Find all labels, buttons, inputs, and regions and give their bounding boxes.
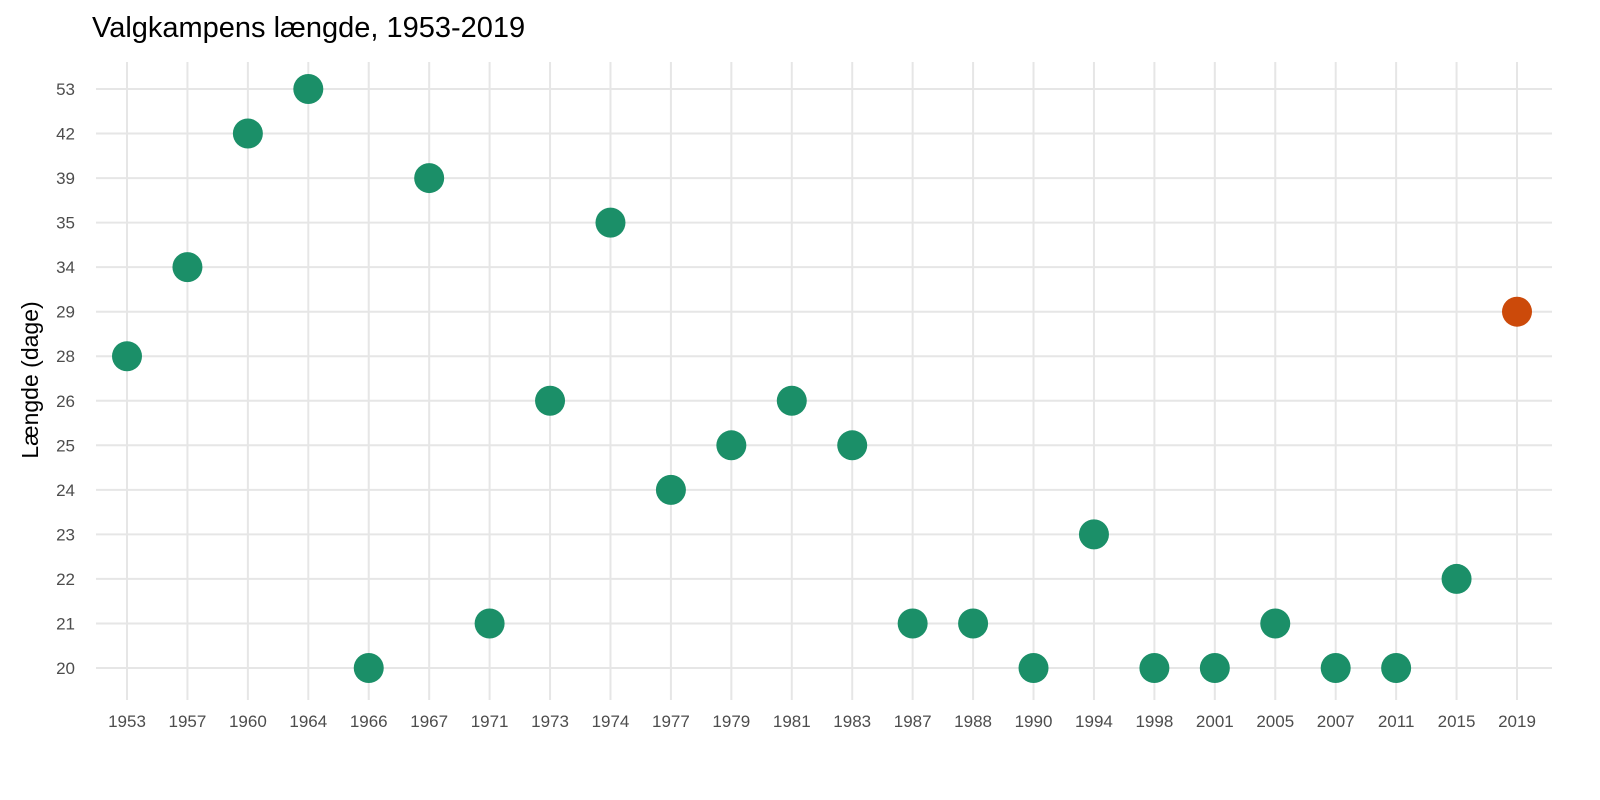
x-tick-label: 1998 — [1135, 712, 1173, 731]
y-axis-label: Længde (dage) — [17, 301, 43, 458]
data-point — [1320, 653, 1351, 683]
data-point — [1381, 653, 1412, 683]
x-tick-label: 1953 — [108, 712, 146, 731]
data-point — [1078, 519, 1109, 550]
data-point — [897, 608, 928, 639]
y-tick-label: 22 — [56, 570, 75, 589]
y-tick-label: 21 — [56, 614, 75, 633]
data-point — [1260, 608, 1291, 639]
data-point — [716, 430, 747, 461]
y-tick-label: 26 — [56, 392, 75, 411]
y-tick-label: 53 — [56, 80, 75, 99]
y-tick-label: 25 — [56, 436, 75, 455]
x-axis-ticks: 1953 1957 1960 1964 1966 1967 1971 1973 1974 1977… — [108, 712, 1536, 731]
x-tick-label: 2011 — [1378, 712, 1415, 731]
data-point — [776, 385, 807, 416]
data-point — [112, 341, 142, 372]
x-tick-label: 1981 — [773, 712, 811, 731]
x-tick-label: 2001 — [1196, 712, 1234, 731]
x-tick-label: 1973 — [531, 712, 569, 731]
data-points — [112, 74, 1532, 683]
x-tick-label: 1988 — [954, 712, 992, 731]
x-tick-label: 2015 — [1438, 712, 1476, 731]
data-point — [1502, 296, 1532, 327]
y-tick-label: 34 — [56, 258, 75, 277]
data-point — [293, 74, 324, 104]
data-point — [655, 474, 686, 505]
x-tick-label: 1994 — [1075, 712, 1113, 731]
data-point — [595, 207, 626, 238]
x-tick-label: 1990 — [1015, 712, 1053, 731]
y-axis-ticks: 20 21 22 23 24 25 26 28 29 34 35 39 42 53 — [56, 80, 75, 678]
x-tick-label: 1974 — [592, 712, 630, 731]
x-tick-label: 1977 — [652, 712, 690, 731]
data-point — [958, 608, 989, 639]
data-point — [232, 118, 263, 149]
chart-title: Valgkampens længde, 1953-2019 — [92, 12, 526, 44]
y-tick-label: 42 — [56, 125, 75, 144]
data-point — [837, 430, 868, 461]
x-tick-label: 1957 — [169, 712, 207, 731]
data-point — [474, 608, 505, 639]
x-tick-label: 1971 — [471, 712, 509, 731]
data-point — [353, 653, 384, 683]
y-tick-label: 39 — [56, 169, 75, 188]
y-tick-label: 35 — [56, 214, 75, 233]
y-tick-label: 24 — [56, 481, 75, 500]
y-tick-label: 20 — [56, 659, 75, 678]
data-point — [172, 252, 203, 283]
data-point — [1018, 653, 1049, 683]
x-tick-label: 2005 — [1256, 712, 1294, 731]
x-tick-label: 1964 — [289, 712, 327, 731]
x-tick-label: 2007 — [1317, 712, 1355, 731]
x-tick-label: 1967 — [410, 712, 448, 731]
x-tick-label: 1966 — [350, 712, 388, 731]
data-point — [414, 163, 445, 194]
data-point — [1199, 653, 1230, 683]
data-point — [1139, 653, 1170, 683]
x-tick-label: 1979 — [712, 712, 750, 731]
grid-lines — [96, 62, 1552, 700]
x-tick-label: 2019 — [1498, 712, 1536, 731]
x-tick-label: 1983 — [833, 712, 871, 731]
data-point — [1441, 563, 1472, 594]
y-tick-label: 23 — [56, 525, 75, 544]
x-tick-label: 1960 — [229, 712, 267, 731]
data-point — [535, 385, 566, 416]
x-tick-label: 1987 — [894, 712, 932, 731]
y-tick-label: 28 — [56, 347, 75, 366]
y-tick-label: 29 — [56, 303, 75, 322]
